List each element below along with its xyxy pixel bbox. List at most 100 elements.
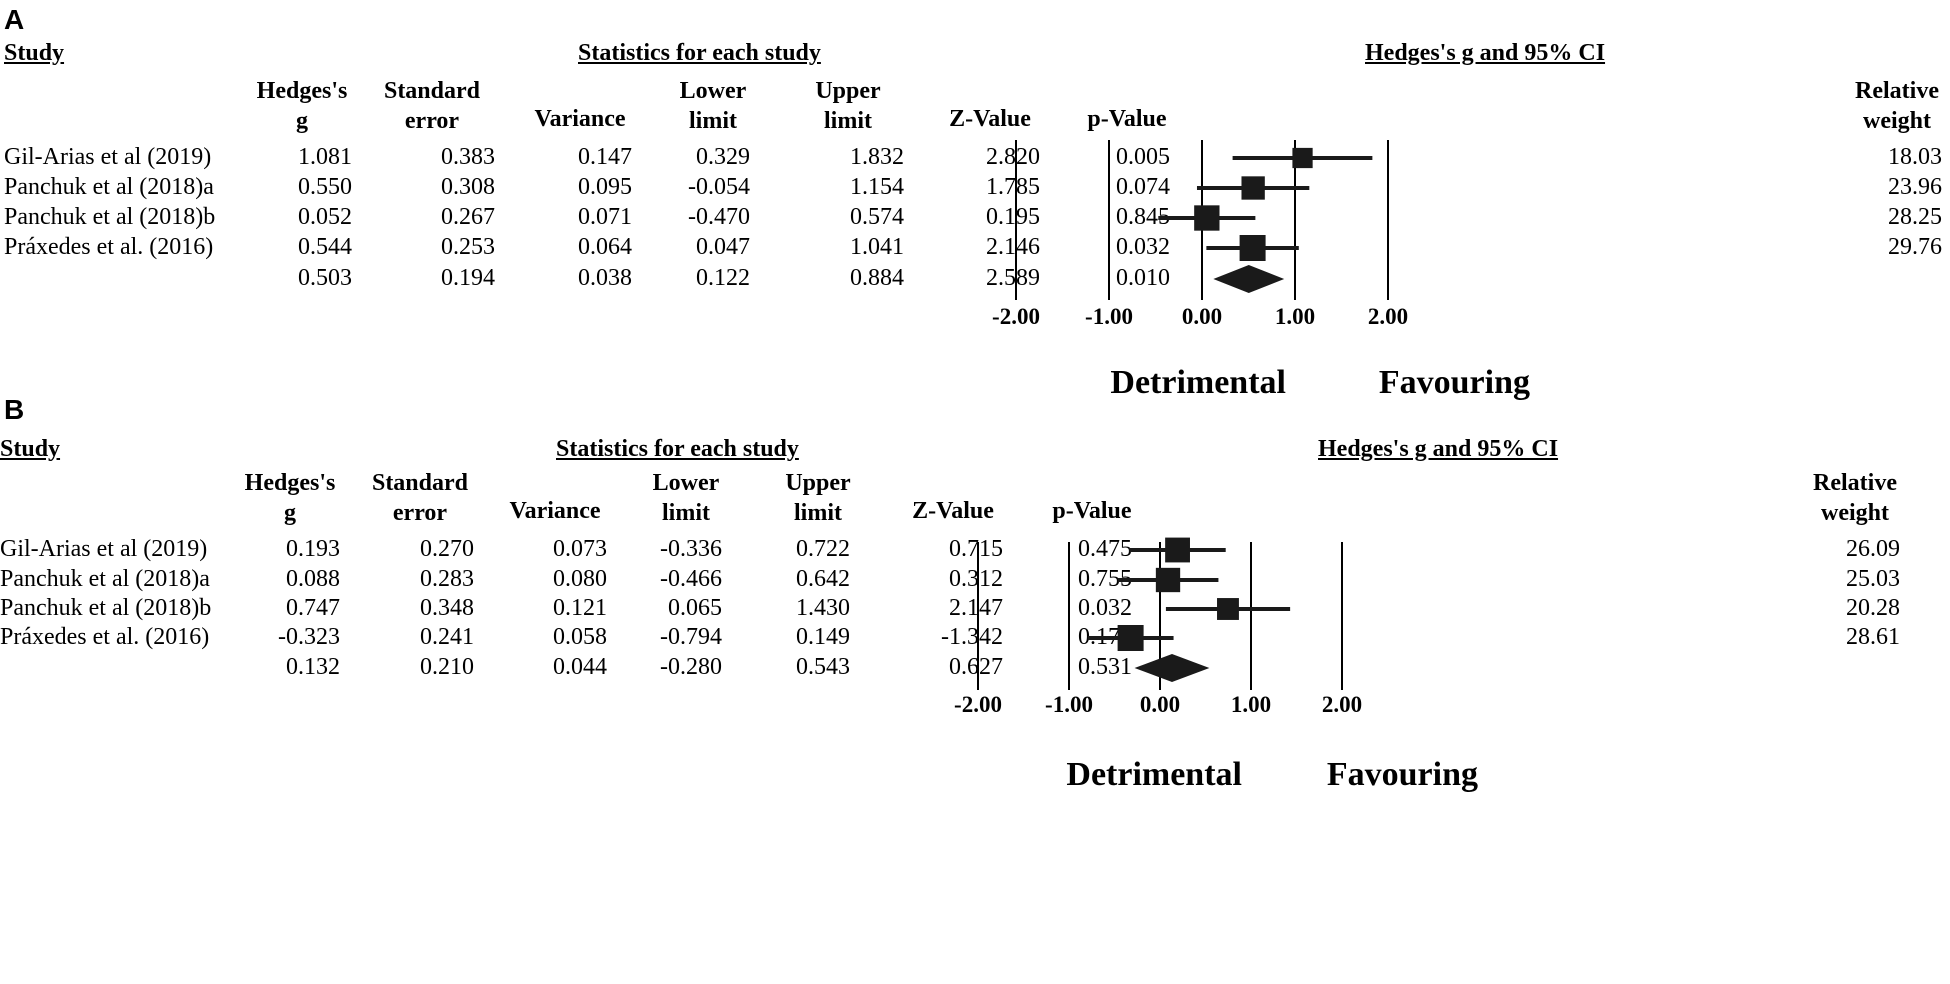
- summary-diamond: [1134, 654, 1210, 682]
- table-cell: -1.342: [941, 624, 1003, 650]
- summary-cell: 0.627: [949, 654, 1003, 680]
- table-cell: 0.088: [286, 566, 340, 592]
- x-tick-label: 0.00: [1139, 692, 1181, 717]
- summary-cell: 0.543: [796, 654, 850, 680]
- study-name: Práxedes et al. (2016): [0, 624, 210, 650]
- x-tick-label: -1.00: [1085, 304, 1133, 329]
- x-tick-label: -2.00: [992, 304, 1040, 329]
- stats-header: Statistics for each study: [556, 436, 799, 462]
- table-cell: -0.054: [688, 174, 750, 200]
- relative-weight-value: 26.09: [1846, 536, 1900, 562]
- table-cell: 0.121: [553, 595, 607, 621]
- study-name: Gil-Arias et al (2019): [0, 536, 208, 562]
- x-tick-label: 2.00: [1321, 692, 1363, 717]
- summary-diamond: [1213, 265, 1285, 293]
- table-cell: 0.195: [986, 204, 1040, 230]
- summary-cell: 0.503: [298, 265, 352, 291]
- column-header: Lower limit: [679, 78, 747, 134]
- table-cell: 1.430: [796, 595, 850, 621]
- table-cell: 0.574: [850, 204, 904, 230]
- plot-header: Hedges's g and 95% CI: [1365, 40, 1606, 66]
- column-header: Z-Value: [949, 106, 1031, 132]
- study-name: Práxedes et al. (2016): [4, 234, 214, 260]
- table-cell: 0.065: [668, 595, 722, 621]
- table-cell: 0.147: [578, 144, 632, 170]
- column-header: Variance: [534, 106, 626, 132]
- table-cell: 1.154: [850, 174, 904, 200]
- summary-cell: -0.280: [660, 654, 722, 680]
- table-cell: 0.722: [796, 536, 850, 562]
- table-cell: 0.267: [441, 204, 495, 230]
- table-cell: 1.081: [298, 144, 352, 170]
- column-header: Upper limit: [815, 78, 881, 134]
- effect-size-marker: [1217, 598, 1239, 620]
- table-cell: 1.785: [986, 174, 1040, 200]
- effect-size-marker: [1117, 625, 1144, 651]
- forest-plot-panel-b: B Study Statistics for each study Hedges's …: [0, 394, 1950, 984]
- summary-cell: 0.122: [696, 265, 750, 291]
- study-header: Study: [4, 40, 65, 66]
- table-cell: -0.794: [660, 624, 722, 650]
- table-cell: 0.047: [696, 234, 750, 260]
- study-name: Panchuk et al (2018)b: [0, 595, 212, 621]
- table-cell: -0.470: [688, 204, 750, 230]
- column-header: p-Value: [1052, 498, 1132, 524]
- forest-plot-panel-a: A Study Statistics for each study Hedges's …: [4, 4, 1942, 401]
- label-detrimental: Detrimental: [1066, 756, 1242, 793]
- table-cell: 0.550: [298, 174, 352, 200]
- table-cell: 0.241: [420, 624, 474, 650]
- effect-size-marker: [1292, 147, 1313, 169]
- table-cell: 0.715: [949, 536, 1003, 562]
- table-cell: 0.747: [286, 595, 340, 621]
- effect-size-marker: [1241, 176, 1265, 200]
- effect-size-marker: [1194, 205, 1220, 231]
- table-cell: 0.052: [298, 204, 352, 230]
- table-cell: 1.832: [850, 144, 904, 170]
- column-header: Upper limit: [785, 470, 851, 526]
- table-cell: 0.074: [1116, 174, 1170, 200]
- study-name: Panchuk et al (2018)a: [0, 566, 210, 592]
- table-cell: 2.146: [986, 234, 1040, 260]
- column-header: Variance: [509, 498, 601, 524]
- label-detrimental: Detrimental: [1110, 364, 1286, 401]
- label-favouring: Favouring: [1326, 756, 1478, 793]
- summary-cell: 0.210: [420, 654, 474, 680]
- table-cell: 0.383: [441, 144, 495, 170]
- summary-cell: 0.531: [1078, 654, 1132, 680]
- table-cell: 0.312: [949, 566, 1003, 592]
- table-cell: 0.642: [796, 566, 850, 592]
- table-cell: 0.071: [578, 204, 632, 230]
- column-header: Hedges's g: [244, 470, 336, 526]
- table-cell: 2.147: [949, 595, 1003, 621]
- table-cell: 0.032: [1078, 595, 1132, 621]
- table-cell: 0.270: [420, 536, 474, 562]
- table-cell: 0.253: [441, 234, 495, 260]
- table-cell: 0.095: [578, 174, 632, 200]
- study-header: Study: [0, 436, 61, 462]
- x-tick-label: 0.00: [1181, 304, 1223, 329]
- table-cell: 0.544: [298, 234, 352, 260]
- column-header: p-Value: [1087, 106, 1167, 132]
- table-cell: -0.323: [278, 624, 340, 650]
- relative-weight-value: 20.28: [1846, 595, 1900, 621]
- table-cell: 0.348: [420, 595, 474, 621]
- study-name: Gil-Arias et al (2019): [4, 144, 212, 170]
- column-header: Hedges's g: [256, 78, 348, 134]
- summary-cell: 0.010: [1116, 265, 1170, 291]
- summary-cell: 0.044: [553, 654, 607, 680]
- relative-weight-header: Relative weight: [1813, 470, 1897, 526]
- relative-weight-value: 28.61: [1846, 624, 1900, 650]
- x-tick-label: 1.00: [1230, 692, 1272, 717]
- panel-label: B: [4, 394, 25, 425]
- forest-plot: [977, 537, 1343, 690]
- x-tick-label: 1.00: [1274, 304, 1316, 329]
- summary-cell: 0.132: [286, 654, 340, 680]
- table-cell: 0.032: [1116, 234, 1170, 260]
- panel-label: A: [4, 4, 25, 35]
- summary-cell: 0.194: [441, 265, 495, 291]
- table-cell: -0.466: [660, 566, 722, 592]
- table-cell: 0.329: [696, 144, 750, 170]
- column-header: Z-Value: [912, 498, 994, 524]
- table-cell: -0.336: [660, 536, 722, 562]
- table-cell: 0.058: [553, 624, 607, 650]
